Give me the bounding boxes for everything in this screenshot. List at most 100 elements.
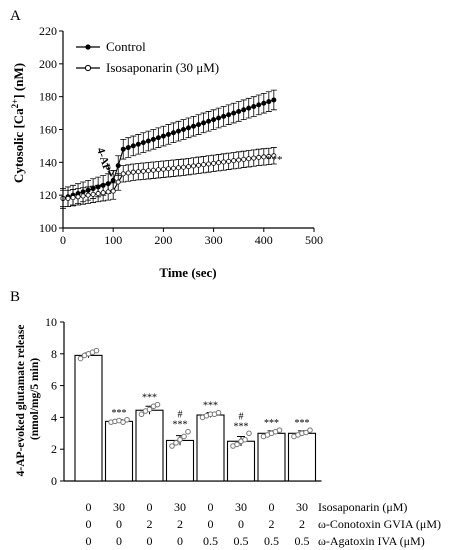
data-point-isosaponarin — [125, 170, 131, 176]
significance-mark: *** — [234, 421, 249, 432]
replicate-point — [276, 427, 283, 433]
data-point-isosaponarin — [130, 169, 136, 175]
replicate-point — [215, 409, 222, 416]
y-tick-label: 220 — [39, 24, 57, 38]
table-cell: 30 — [296, 500, 308, 514]
data-point-isosaponarin — [150, 167, 156, 173]
data-point-control — [196, 122, 202, 128]
table-cell: 0 — [116, 534, 122, 548]
table-cell: 0 — [238, 517, 244, 531]
significance-mark: # — [178, 410, 183, 421]
data-point-isosaponarin — [231, 158, 237, 164]
table-cell: 2 — [299, 517, 305, 531]
data-point-isosaponarin — [246, 156, 252, 162]
panel-a-label: A — [10, 8, 21, 24]
data-point-control — [216, 115, 222, 121]
data-point-isosaponarin — [85, 192, 91, 198]
y-tick-label: 120 — [39, 188, 57, 202]
significance-mark: *** — [112, 408, 127, 419]
replicate-point — [234, 441, 240, 448]
table-cell: 30 — [235, 500, 247, 514]
data-point-control — [201, 120, 207, 126]
data-point-isosaponarin — [140, 168, 146, 174]
annotation-arrow — [106, 162, 115, 177]
annotation-4ap: 4-AP — [94, 146, 113, 173]
data-point-isosaponarin — [201, 162, 207, 168]
bar — [257, 432, 286, 482]
data-point-isosaponarin — [80, 193, 86, 199]
data-point-control — [226, 112, 232, 118]
y-tick-label-b: 10 — [45, 315, 57, 329]
data-point-isosaponarin — [95, 191, 101, 197]
data-point-control — [180, 127, 186, 133]
table-cell: 0.5 — [295, 534, 310, 548]
x-axis-label: Time (sec) — [159, 265, 216, 280]
data-point-control — [271, 97, 277, 103]
significance-mark: # — [239, 411, 244, 422]
y-tick-label: 160 — [39, 123, 57, 137]
data-point-isosaponarin — [261, 154, 267, 160]
data-point-control — [175, 128, 181, 134]
data-point-control — [115, 163, 121, 169]
data-point-isosaponarin — [120, 171, 126, 177]
data-point-control — [211, 117, 217, 123]
data-point-control — [266, 99, 272, 105]
replicate-point — [93, 347, 100, 354]
y-tick-label: 180 — [39, 90, 57, 104]
data-point-isosaponarin — [226, 158, 232, 164]
replicate-point — [181, 433, 187, 440]
legend-label-isosaponarin: Isosaponarin (30 μM) — [106, 60, 219, 75]
data-point-isosaponarin — [135, 169, 141, 175]
table-cell: 0.5 — [264, 534, 279, 548]
replicate-point — [303, 429, 309, 436]
table-cell: 0 — [147, 534, 153, 548]
replicate-point — [307, 427, 313, 433]
data-point-control — [185, 125, 191, 131]
data-point-control — [130, 143, 136, 149]
replicate-point — [146, 406, 153, 413]
data-point-control — [170, 130, 176, 136]
data-point-control — [110, 177, 116, 183]
y-tick-label: 140 — [39, 155, 57, 169]
bar — [104, 420, 134, 482]
data-point-isosaponarin — [110, 188, 116, 194]
replicate-point — [138, 411, 145, 418]
data-point-control — [125, 145, 131, 151]
data-point-isosaponarin — [185, 164, 191, 170]
data-point-isosaponarin — [196, 162, 202, 168]
data-point-isosaponarin — [90, 191, 96, 197]
data-point-isosaponarin — [165, 166, 171, 172]
data-point-isosaponarin — [236, 157, 242, 163]
data-point-isosaponarin — [155, 167, 161, 173]
table-cell: 2 — [147, 517, 153, 531]
replicate-point — [177, 436, 183, 443]
table-cell: 30 — [174, 500, 186, 514]
data-point-control — [120, 146, 126, 152]
data-point-isosaponarin — [206, 161, 212, 167]
y-axis-label: Cytosolic [Ca2+] (nM) — [10, 63, 26, 183]
y-axis-label-b: 4-AP-evoked glutamate release (nmol/mg/5… — [15, 322, 41, 477]
data-point-isosaponarin — [70, 195, 76, 201]
data-point-control — [140, 140, 146, 146]
x-tick-label: 200 — [154, 233, 172, 247]
y-tick-label-b: 4 — [51, 410, 57, 424]
data-point-control — [241, 107, 247, 113]
table-cell: 0 — [208, 500, 214, 514]
data-point-isosaponarin — [180, 164, 186, 170]
table-cell: 30 — [113, 500, 125, 514]
table-cell: 0 — [147, 500, 153, 514]
table-cell: 0 — [208, 517, 214, 531]
significance-mark: *** — [142, 393, 157, 404]
significance-mark: *** — [203, 401, 218, 412]
table-cell: 0 — [269, 500, 275, 514]
x-tick-label: 300 — [205, 233, 223, 247]
data-point-isosaponarin — [241, 156, 247, 162]
data-point-isosaponarin — [216, 160, 222, 166]
data-point-isosaponarin — [65, 195, 71, 201]
significance-mark: *** — [264, 418, 279, 429]
data-point-isosaponarin — [145, 168, 151, 174]
legend-label-control: Control — [106, 39, 146, 54]
